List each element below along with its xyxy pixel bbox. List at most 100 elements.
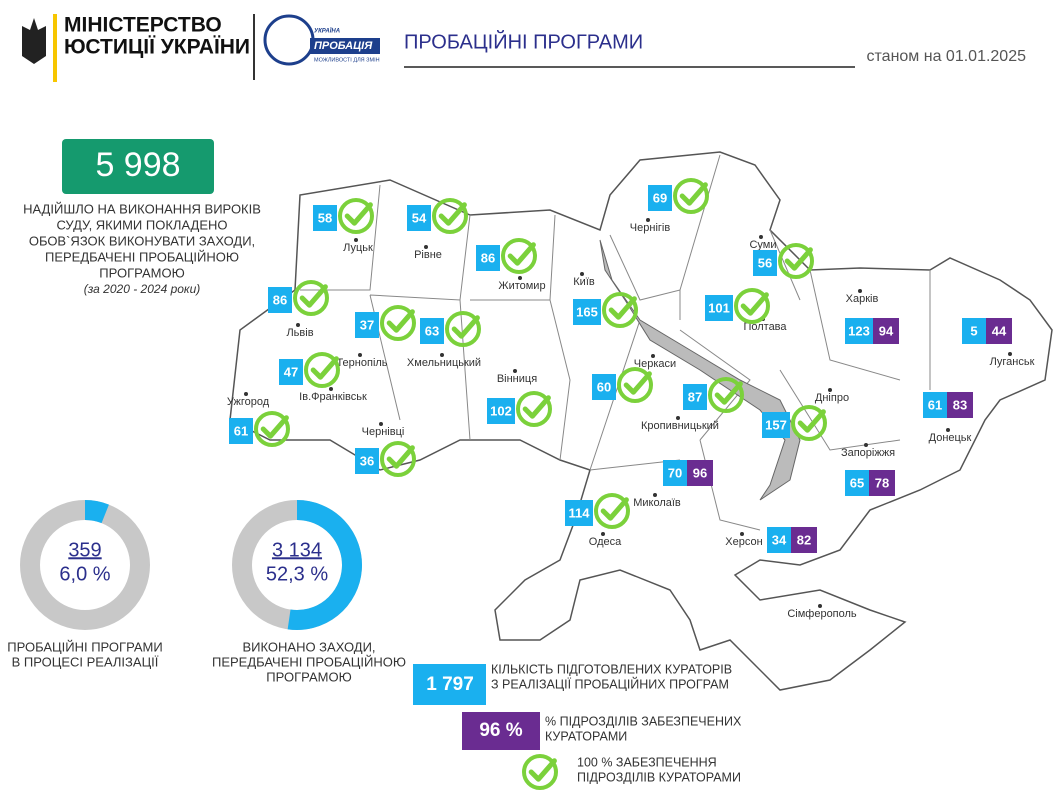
- count-value: 86: [481, 250, 495, 265]
- check-tick: [740, 292, 769, 316]
- city-name: Львів: [286, 327, 313, 339]
- check-mark: [380, 441, 416, 477]
- city-name: Чернігів: [630, 222, 671, 234]
- count-value: 47: [284, 364, 298, 379]
- count-badge: [648, 185, 672, 211]
- check-ring: [380, 305, 416, 341]
- check-ring: [432, 198, 468, 234]
- city-dot: [440, 353, 444, 357]
- city-dot: [244, 392, 248, 396]
- city-name: Житомир: [498, 280, 545, 292]
- city-name: Харків: [846, 293, 879, 305]
- check-tick: [600, 497, 629, 521]
- donut-count: 3 134: [272, 539, 322, 561]
- count-badge: [407, 205, 431, 231]
- check-tick: [522, 395, 551, 419]
- check-ring: [708, 377, 744, 413]
- check-ring: [304, 352, 340, 388]
- count-value: 56: [758, 255, 772, 270]
- count-badge: [663, 460, 687, 486]
- check-tick: [260, 415, 289, 439]
- check-mark: [522, 754, 558, 790]
- count-value: 69: [653, 190, 667, 205]
- count-value: 70: [668, 465, 682, 480]
- city-dot: [676, 416, 680, 420]
- city-name: Луцьк: [343, 242, 373, 254]
- coverage-value: 83: [953, 397, 967, 412]
- coverage-badge: [986, 318, 1012, 344]
- city-dot: [946, 428, 950, 432]
- legend-text: КУРАТОРАМИ: [545, 729, 627, 743]
- count-badge: [845, 318, 873, 344]
- count-badge: [762, 412, 790, 438]
- trident: [22, 18, 46, 64]
- count-value: 157: [765, 417, 787, 432]
- count-value: 61: [928, 397, 942, 412]
- check-ring: [254, 411, 290, 447]
- count-badge: [420, 318, 444, 344]
- city-dot: [296, 323, 300, 327]
- count-badge: [767, 527, 791, 553]
- check-tick: [623, 371, 652, 395]
- legend-text: ПІДРОЗДІЛІВ КУРАТОРАМИ: [577, 770, 741, 784]
- count-value: 37: [360, 317, 374, 332]
- total-description: ПЕРЕДБАЧЕНІ ПРОБАЦІЙНОЮ: [45, 249, 239, 264]
- map-outline: [229, 151, 1053, 691]
- count-value: 65: [850, 475, 864, 490]
- check-ring: [734, 288, 770, 324]
- yellow-stripe: [53, 14, 57, 82]
- check-tick: [679, 182, 708, 206]
- total-description: СУДУ, ЯКИМИ ПОКЛАДЕНО: [56, 217, 227, 232]
- legend-text: З РЕАЛІЗАЦІЇ ПРОБАЦІЙНИХ ПРОГРАМ: [491, 676, 729, 691]
- city-dot: [518, 276, 522, 280]
- check-mark: [304, 352, 340, 388]
- count-value: 63: [425, 323, 439, 338]
- check-ring: [673, 178, 709, 214]
- check-mark: [432, 198, 468, 234]
- check-ring: [617, 367, 653, 403]
- check-mark: [602, 292, 638, 328]
- logo-text: МОЖЛИВОСТІ ДЛЯ ЗМІН: [314, 57, 380, 63]
- donut-count: 359: [68, 539, 101, 561]
- check-ring: [445, 311, 481, 347]
- coverage-badge: [947, 392, 973, 418]
- donut-caption: ПРОБАЦІЙНІ ПРОГРАМИ: [7, 639, 162, 654]
- count-badge: [923, 392, 947, 418]
- count-badge: [313, 205, 337, 231]
- count-badge: [705, 295, 733, 321]
- check-tick: [299, 284, 328, 308]
- total-description: ОБОВ`ЯЗОК ВИКОНУВАТИ ЗАХОДИ,: [29, 233, 255, 248]
- coverage-badge: [687, 460, 713, 486]
- count-value: 114: [569, 505, 591, 520]
- city-name: Одеса: [589, 536, 622, 548]
- region-borders: [300, 154, 931, 531]
- total-value: 5 998: [95, 146, 180, 184]
- count-badge: [565, 500, 593, 526]
- coverage-value: 94: [879, 323, 894, 338]
- check-tick: [386, 309, 415, 333]
- coverage-value: 78: [875, 475, 889, 490]
- count-badge: [683, 384, 707, 410]
- total-description: НАДІЙШЛО НА ВИКОНАННЯ ВИРОКІВ: [23, 201, 261, 216]
- count-badge: [355, 448, 379, 474]
- check-ring: [791, 405, 827, 441]
- check-mark: [778, 243, 814, 279]
- dnipro-river: [599, 239, 801, 501]
- ministry-line: МІНІСТЕРСТВО: [64, 14, 222, 37]
- legend-swatch: [462, 712, 540, 750]
- legend-value: 1 797: [426, 674, 474, 695]
- city-name: Вінниця: [497, 373, 537, 385]
- count-badge: [962, 318, 986, 344]
- city-name: Чернівці: [362, 426, 405, 438]
- city-dot: [358, 353, 362, 357]
- donut-caption: В ПРОЦЕСІ РЕАЛІЗАЦІЇ: [12, 654, 159, 669]
- city-name: Суми: [749, 239, 776, 251]
- coverage-badge: [873, 318, 899, 344]
- check-mark: [594, 493, 630, 529]
- city-dot: [759, 235, 763, 239]
- ministry-line: ЮСТИЦІЇ УКРАЇНИ: [64, 36, 250, 59]
- coverage-value: 44: [992, 323, 1007, 338]
- count-value: 123: [848, 323, 870, 338]
- city-name: Черкаси: [634, 358, 676, 370]
